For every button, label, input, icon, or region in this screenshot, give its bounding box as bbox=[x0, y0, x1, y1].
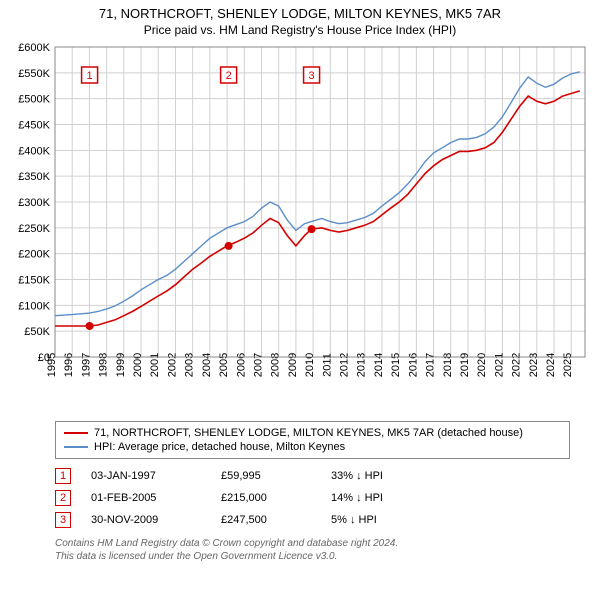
svg-text:2022: 2022 bbox=[511, 353, 523, 377]
sale-marker-icon: 3 bbox=[55, 512, 71, 528]
svg-text:2023: 2023 bbox=[528, 353, 540, 377]
svg-text:2013: 2013 bbox=[356, 353, 368, 377]
sale-hpi-diff: 5% ↓ HPI bbox=[331, 514, 441, 526]
footer-attribution: Contains HM Land Registry data © Crown c… bbox=[55, 537, 570, 563]
sales-row: 1 03-JAN-1997 £59,995 33% ↓ HPI bbox=[55, 465, 570, 487]
chart-area: £0£50K£100K£150K£200K£250K£300K£350K£400… bbox=[0, 37, 600, 417]
svg-text:1: 1 bbox=[87, 70, 93, 82]
title-block: 71, NORTHCROFT, SHENLEY LODGE, MILTON KE… bbox=[0, 0, 600, 37]
svg-text:2025: 2025 bbox=[562, 353, 574, 377]
title-address: 71, NORTHCROFT, SHENLEY LODGE, MILTON KE… bbox=[0, 6, 600, 21]
svg-text:1997: 1997 bbox=[80, 353, 92, 377]
legend-item-property: 71, NORTHCROFT, SHENLEY LODGE, MILTON KE… bbox=[64, 426, 561, 440]
svg-text:2019: 2019 bbox=[459, 353, 471, 377]
svg-text:2021: 2021 bbox=[493, 353, 505, 377]
svg-text:2014: 2014 bbox=[373, 353, 385, 377]
sale-date: 30-NOV-2009 bbox=[91, 514, 201, 526]
legend-swatch-blue bbox=[64, 446, 88, 448]
svg-text:2001: 2001 bbox=[149, 353, 161, 377]
sale-price: £247,500 bbox=[221, 514, 311, 526]
svg-text:£500K: £500K bbox=[18, 94, 50, 106]
svg-text:2008: 2008 bbox=[270, 353, 282, 377]
svg-text:£100K: £100K bbox=[18, 300, 50, 312]
svg-text:2017: 2017 bbox=[425, 353, 437, 377]
legend: 71, NORTHCROFT, SHENLEY LODGE, MILTON KE… bbox=[55, 421, 570, 459]
svg-text:2: 2 bbox=[226, 70, 232, 82]
svg-text:2009: 2009 bbox=[287, 353, 299, 377]
footer-line: Contains HM Land Registry data © Crown c… bbox=[55, 537, 570, 550]
footer-line: This data is licensed under the Open Gov… bbox=[55, 550, 570, 563]
legend-label: 71, NORTHCROFT, SHENLEY LODGE, MILTON KE… bbox=[94, 427, 523, 439]
sale-price: £59,995 bbox=[221, 470, 311, 482]
legend-item-hpi: HPI: Average price, detached house, Milt… bbox=[64, 440, 561, 454]
svg-text:2024: 2024 bbox=[545, 353, 557, 377]
svg-text:1995: 1995 bbox=[46, 353, 58, 377]
svg-text:2015: 2015 bbox=[390, 353, 402, 377]
svg-text:2010: 2010 bbox=[304, 353, 316, 377]
svg-text:£450K: £450K bbox=[18, 120, 50, 132]
svg-text:2000: 2000 bbox=[132, 353, 144, 377]
sale-price: £215,000 bbox=[221, 492, 311, 504]
sale-marker-icon: 2 bbox=[55, 490, 71, 506]
svg-text:2006: 2006 bbox=[235, 353, 247, 377]
legend-label: HPI: Average price, detached house, Milt… bbox=[94, 441, 345, 453]
svg-text:£300K: £300K bbox=[18, 197, 50, 209]
sale-date: 01-FEB-2005 bbox=[91, 492, 201, 504]
svg-text:£550K: £550K bbox=[18, 68, 50, 80]
svg-text:2005: 2005 bbox=[218, 353, 230, 377]
svg-text:2002: 2002 bbox=[166, 353, 178, 377]
svg-text:2020: 2020 bbox=[476, 353, 488, 377]
svg-text:£400K: £400K bbox=[18, 145, 50, 157]
sale-hpi-diff: 14% ↓ HPI bbox=[331, 492, 441, 504]
svg-text:3: 3 bbox=[309, 70, 315, 82]
svg-text:£250K: £250K bbox=[18, 223, 50, 235]
sales-table: 1 03-JAN-1997 £59,995 33% ↓ HPI 2 01-FEB… bbox=[55, 465, 570, 531]
sales-row: 3 30-NOV-2009 £247,500 5% ↓ HPI bbox=[55, 509, 570, 531]
svg-text:1999: 1999 bbox=[115, 353, 127, 377]
svg-text:2007: 2007 bbox=[252, 353, 264, 377]
page: 71, NORTHCROFT, SHENLEY LODGE, MILTON KE… bbox=[0, 0, 600, 590]
sales-row: 2 01-FEB-2005 £215,000 14% ↓ HPI bbox=[55, 487, 570, 509]
legend-swatch-red bbox=[64, 432, 88, 434]
svg-text:1996: 1996 bbox=[63, 353, 75, 377]
sale-hpi-diff: 33% ↓ HPI bbox=[331, 470, 441, 482]
chart-svg: £0£50K£100K£150K£200K£250K£300K£350K£400… bbox=[0, 37, 600, 417]
sale-date: 03-JAN-1997 bbox=[91, 470, 201, 482]
svg-text:£50K: £50K bbox=[24, 326, 50, 338]
svg-text:£200K: £200K bbox=[18, 249, 50, 261]
svg-text:£600K: £600K bbox=[18, 42, 50, 54]
svg-text:1998: 1998 bbox=[98, 353, 110, 377]
svg-text:2018: 2018 bbox=[442, 353, 454, 377]
svg-text:2004: 2004 bbox=[201, 353, 213, 377]
svg-text:2003: 2003 bbox=[184, 353, 196, 377]
svg-text:2016: 2016 bbox=[407, 353, 419, 377]
svg-text:£350K: £350K bbox=[18, 171, 50, 183]
svg-text:2012: 2012 bbox=[339, 353, 351, 377]
sale-marker-icon: 1 bbox=[55, 468, 71, 484]
svg-text:£150K: £150K bbox=[18, 275, 50, 287]
title-subtitle: Price paid vs. HM Land Registry's House … bbox=[0, 23, 600, 37]
